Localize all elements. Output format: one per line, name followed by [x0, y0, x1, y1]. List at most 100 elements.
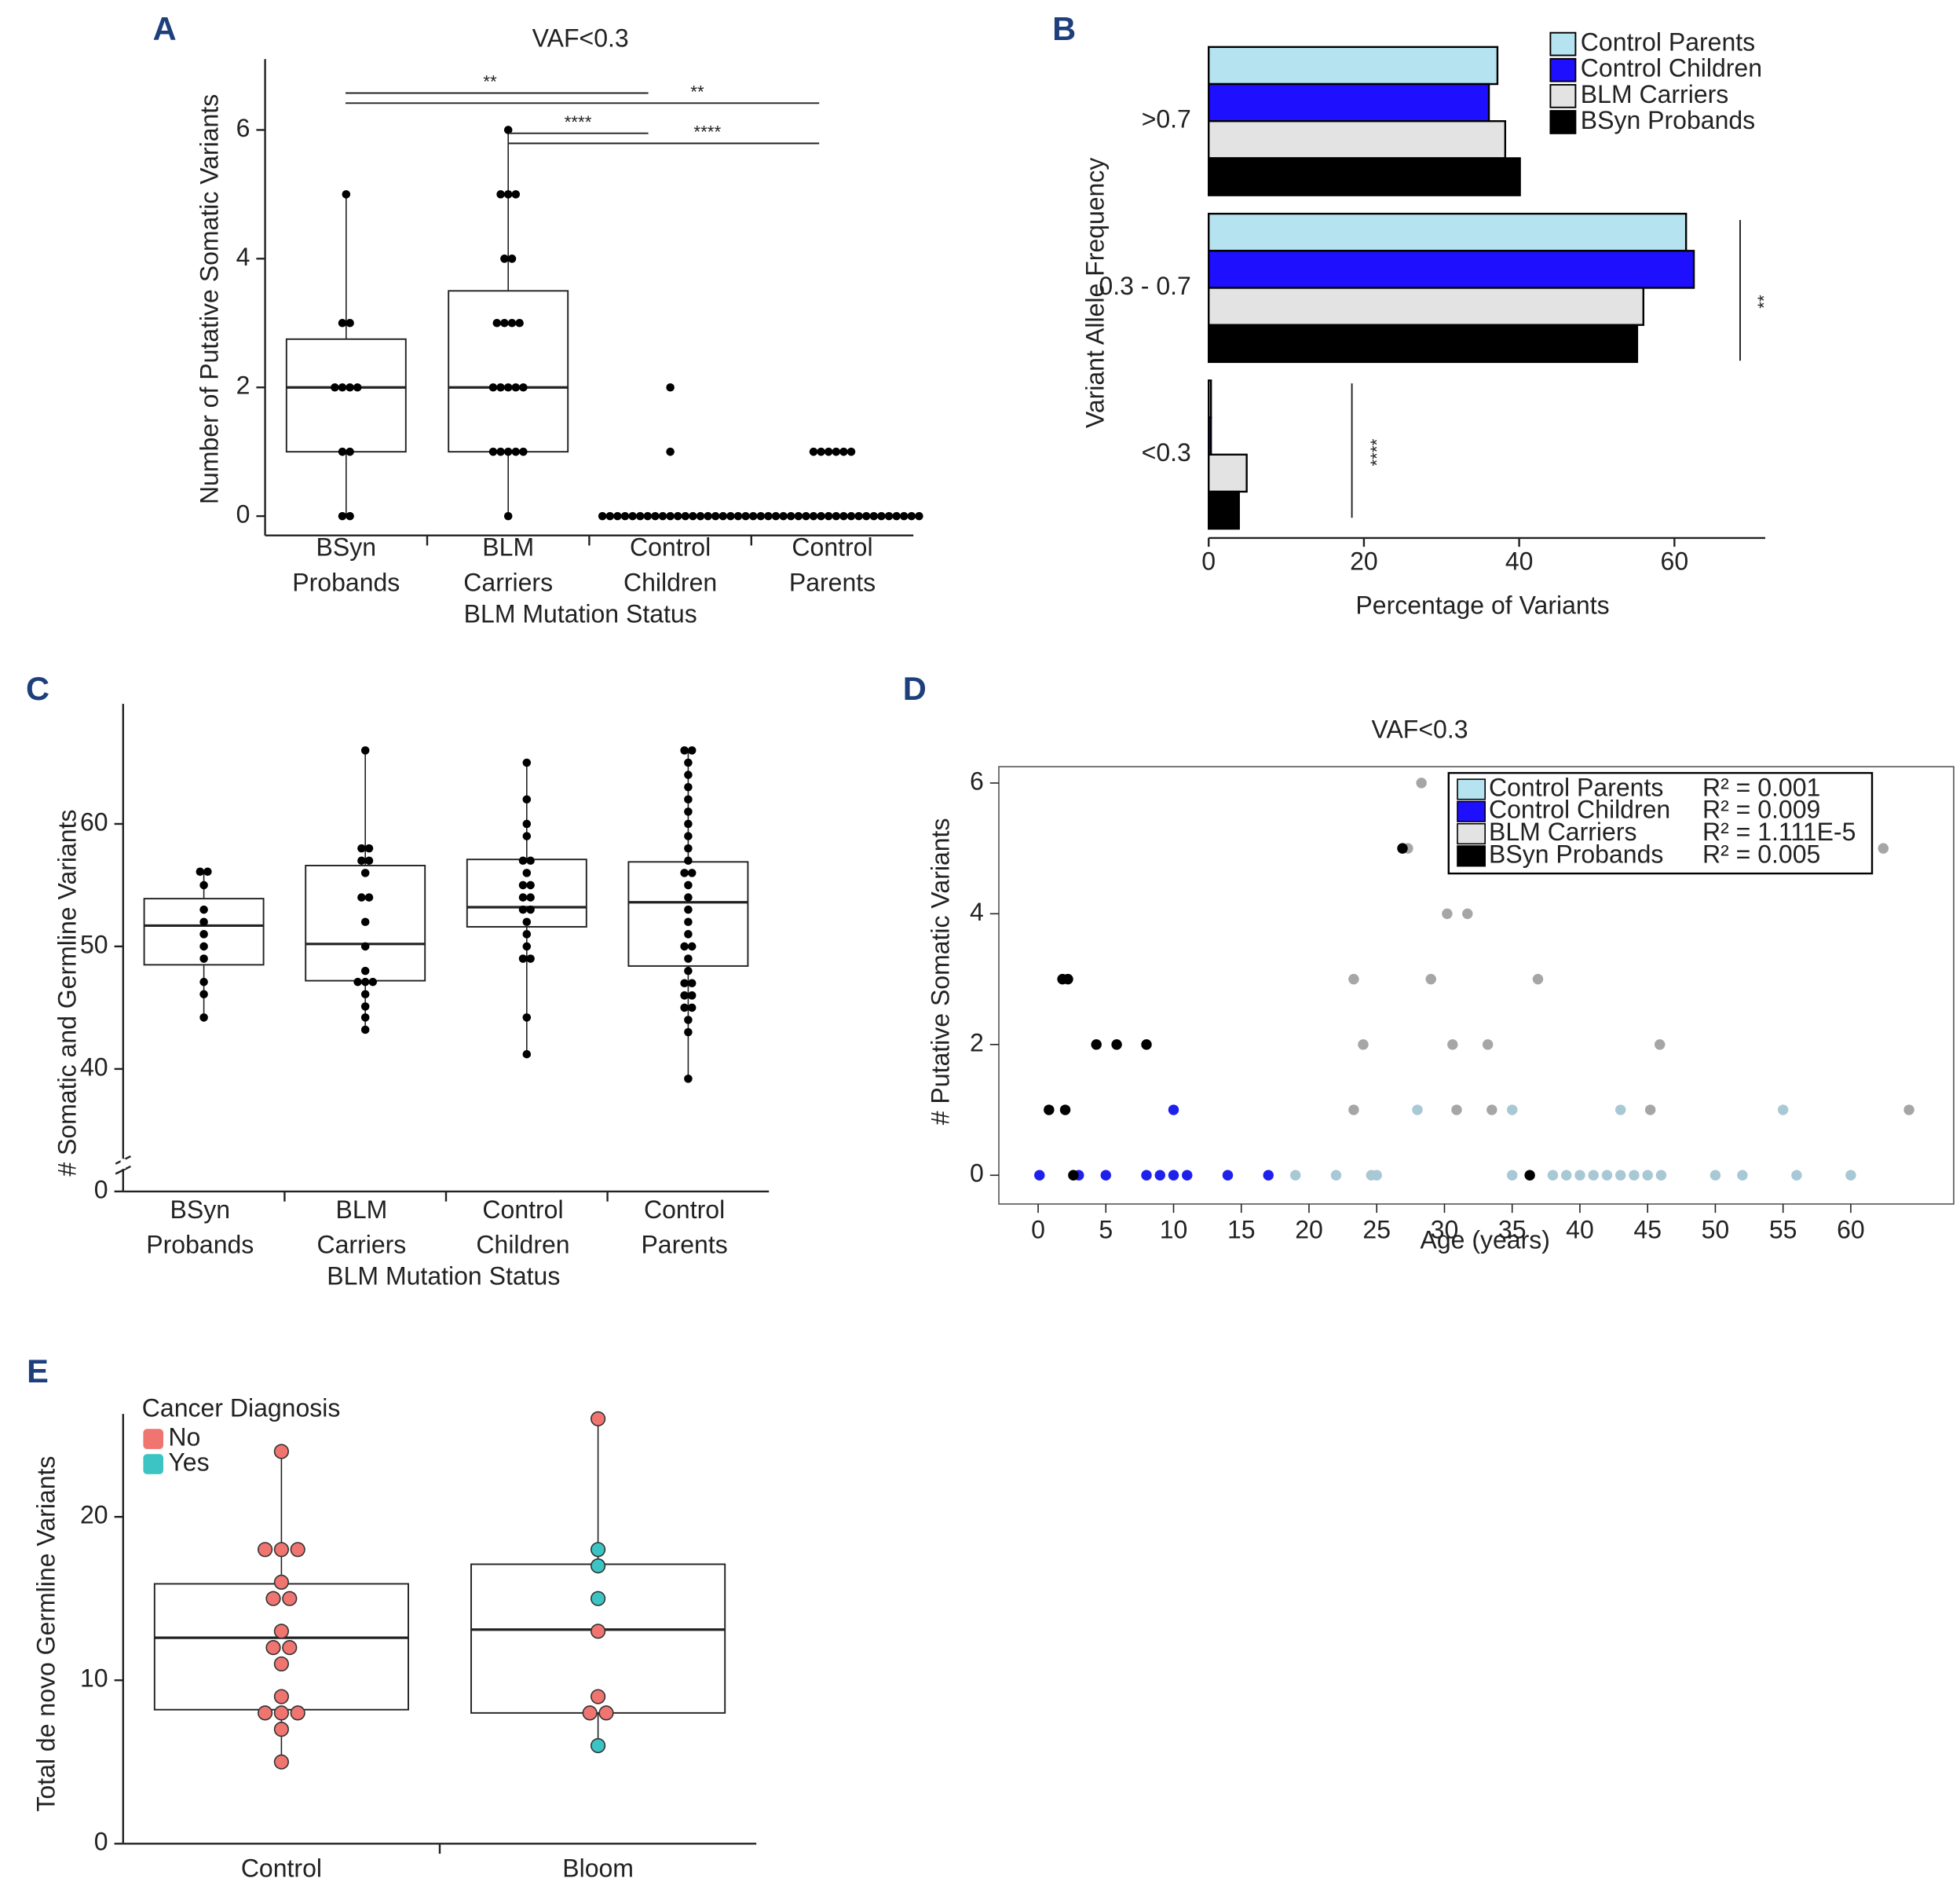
point	[684, 966, 693, 976]
point	[748, 511, 758, 521]
x-tick-label: Control	[792, 533, 872, 562]
point	[338, 318, 347, 328]
point	[500, 254, 509, 263]
point	[684, 758, 693, 767]
point	[802, 511, 810, 521]
x-axis-label: Age (years)	[1421, 1225, 1550, 1254]
point	[884, 511, 894, 521]
x-tick-label: Control	[482, 1195, 563, 1224]
point	[342, 190, 351, 199]
point	[704, 511, 712, 521]
point	[684, 880, 693, 890]
point	[809, 447, 818, 456]
point	[526, 856, 535, 866]
point	[591, 1411, 606, 1426]
point	[687, 1003, 697, 1012]
chart-title: VAF<0.3	[532, 24, 629, 53]
bar	[1208, 212, 1688, 252]
point	[1506, 1104, 1518, 1115]
point	[892, 511, 901, 521]
point	[518, 905, 528, 914]
point	[1547, 1170, 1559, 1181]
point	[199, 990, 208, 999]
legend-label: Control Children	[1489, 796, 1670, 824]
point	[353, 383, 362, 392]
legend-label: BSyn Probands	[1581, 106, 1755, 134]
legend-label: BLM Carriers	[1489, 818, 1636, 846]
point	[794, 511, 803, 521]
point	[290, 1705, 305, 1721]
x-tick-label: 35	[1498, 1216, 1527, 1244]
point	[1141, 1039, 1152, 1050]
point	[756, 511, 766, 521]
point	[507, 254, 517, 263]
point	[1091, 1039, 1102, 1050]
x-tick-label: BLM	[482, 533, 534, 562]
x-tick-label: 20	[1350, 547, 1378, 575]
y-tick-label: 6	[236, 114, 250, 142]
y-tick-label: 0	[970, 1159, 984, 1188]
point	[1059, 1104, 1071, 1115]
legend-label: Control Parents	[1489, 773, 1663, 801]
point	[598, 511, 607, 521]
y-tick-label: 40	[80, 1052, 108, 1081]
point	[518, 954, 528, 963]
point	[907, 511, 916, 521]
point	[1482, 1039, 1494, 1050]
point	[1451, 1104, 1462, 1115]
point	[368, 977, 378, 987]
x-tick-label: 15	[1227, 1216, 1256, 1244]
x-axis-label: BLM Mutation Status	[327, 1262, 560, 1290]
point	[854, 511, 863, 521]
point	[503, 190, 513, 199]
point	[684, 1074, 693, 1083]
point	[526, 880, 535, 890]
bar	[1208, 82, 1490, 123]
y-axis-label: Variant Allele Frequency	[1081, 158, 1109, 428]
point	[666, 383, 675, 392]
x-tick-label: Probands	[146, 1231, 254, 1259]
point	[687, 991, 697, 1000]
bar	[1208, 324, 1639, 364]
point	[1034, 1170, 1045, 1181]
point	[869, 511, 879, 521]
bar	[1208, 453, 1248, 493]
point	[1532, 973, 1544, 985]
point	[1506, 1170, 1518, 1181]
point	[613, 511, 622, 521]
point	[522, 832, 532, 840]
point	[353, 977, 362, 987]
legend-label: Control Parents	[1581, 28, 1755, 57]
point	[680, 942, 689, 951]
point	[273, 1444, 290, 1459]
bar	[1208, 157, 1521, 196]
point	[726, 511, 735, 521]
point	[684, 844, 693, 853]
point	[605, 511, 615, 521]
point	[696, 511, 705, 521]
point	[503, 447, 513, 456]
point	[687, 942, 697, 951]
point	[522, 819, 532, 829]
point	[684, 1027, 693, 1037]
bar	[1208, 46, 1499, 86]
point	[357, 893, 366, 902]
point	[496, 447, 505, 456]
point	[684, 954, 693, 963]
box	[153, 1583, 409, 1711]
point	[824, 447, 833, 456]
point	[522, 1049, 532, 1059]
point	[1168, 1104, 1179, 1115]
point	[1141, 1170, 1152, 1181]
point	[273, 1705, 290, 1721]
y-tick-label: 0.3 - 0.7	[1099, 272, 1190, 300]
legend-swatch	[1457, 778, 1486, 800]
point	[519, 447, 528, 456]
point	[741, 511, 750, 521]
point	[1878, 843, 1889, 854]
point	[1182, 1170, 1193, 1181]
point	[598, 1705, 614, 1721]
legend-swatch	[1457, 800, 1486, 822]
point	[346, 511, 354, 521]
